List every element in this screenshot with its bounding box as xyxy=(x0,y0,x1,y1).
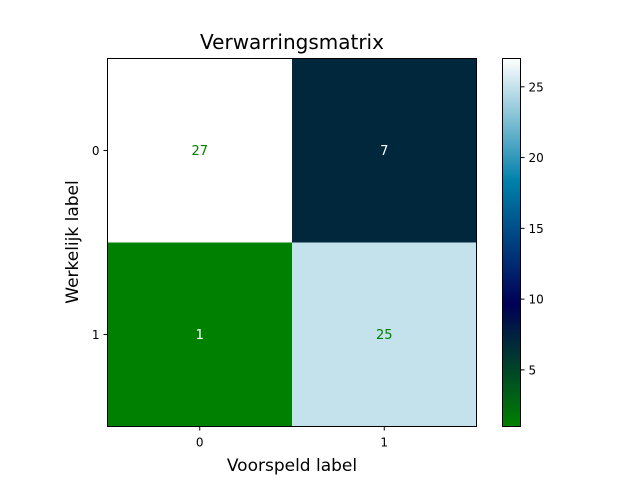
heatmap-cell-label-0-0: 27 xyxy=(191,144,208,159)
x-tick-label-1: 1 xyxy=(380,436,388,450)
colorbar-tick-label-2: 15 xyxy=(529,222,544,236)
colorbar xyxy=(502,58,521,427)
heatmap-cell-label-1-0: 1 xyxy=(196,328,204,343)
colorbar-ticks: 5 10 15 20 25 xyxy=(520,80,544,377)
y-tick-label-1: 1 xyxy=(92,328,100,342)
heatmap-cell-1-1 xyxy=(292,242,477,427)
heatmap-cell-label-1-1: 25 xyxy=(376,328,393,343)
heatmap-cell-0-0 xyxy=(107,58,292,243)
y-axis-ticks: 01 xyxy=(92,144,108,342)
colorbar-tick-label-3: 20 xyxy=(529,151,544,165)
y-axis-label: Werkelijk label xyxy=(63,180,83,304)
x-tick-label-0: 0 xyxy=(196,436,204,450)
heatmap-cell-0-1 xyxy=(292,58,477,243)
colorbar-tick-label-1: 10 xyxy=(529,293,544,307)
colorbar-tick-label-0: 5 xyxy=(529,363,537,377)
heatmap-cells xyxy=(107,58,477,427)
x-axis-label: Voorspeld label xyxy=(227,456,357,476)
heatmap-cell-1-0 xyxy=(107,242,292,427)
y-tick-label-0: 0 xyxy=(92,144,100,158)
heatmap-cell-label-0-1: 7 xyxy=(380,144,388,159)
colorbar-tick-label-4: 25 xyxy=(529,80,544,94)
plot-frame xyxy=(107,58,477,427)
chart-title: Verwarringsmatrix xyxy=(200,30,384,54)
heatmap-cell-labels: 27 7 1 25 xyxy=(191,144,392,343)
